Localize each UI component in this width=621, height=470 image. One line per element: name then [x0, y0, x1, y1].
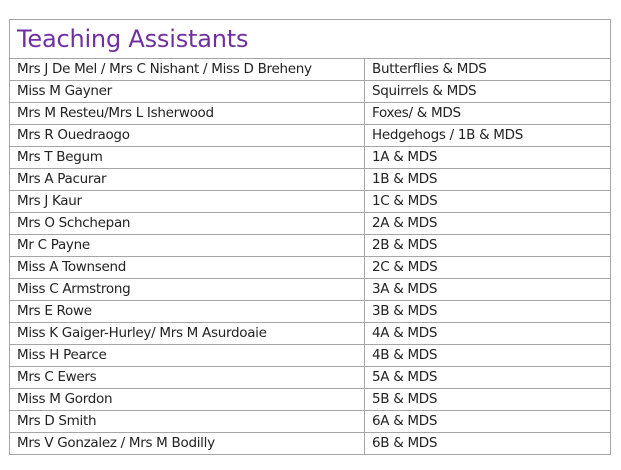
title-row: Teaching Assistants [9, 19, 611, 59]
table-row: Miss A Townsend 2C & MDS [9, 256, 611, 279]
table-row: Miss M Gordon 5B & MDS [9, 388, 611, 411]
table-row: Mrs M Resteu/Mrs L Isherwood Foxes/ & MDS [9, 102, 611, 125]
table-row: Mrs J Kaur 1C & MDS [9, 190, 611, 213]
table-row: Mrs O Schchepan 2A & MDS [9, 212, 611, 235]
class-cell: 2A & MDS [364, 212, 611, 235]
table-row: Mr C Payne 2B & MDS [9, 234, 611, 257]
table-row: Mrs T Begum 1A & MDS [9, 146, 611, 169]
table-row: Mrs E Rowe 3B & MDS [9, 300, 611, 323]
table-row: Mrs A Pacurar 1B & MDS [9, 168, 611, 191]
class-cell: Foxes/ & MDS [364, 102, 611, 125]
class-cell: 1C & MDS [364, 190, 611, 213]
assistant-name-cell: Mrs E Rowe [9, 300, 365, 323]
table-row: Miss K Gaiger-Hurley/ Mrs M Asurdoaie 4A … [9, 322, 611, 345]
assistant-name-cell: Mr C Payne [9, 234, 365, 257]
assistant-name-cell: Mrs T Begum [9, 146, 365, 169]
class-cell: 6B & MDS [364, 432, 611, 455]
class-cell: 5B & MDS [364, 388, 611, 411]
assistant-name-cell: Mrs J Kaur [9, 190, 365, 213]
table-row: Miss C Armstrong 3A & MDS [9, 278, 611, 301]
assistant-name-cell: Miss A Townsend [9, 256, 365, 279]
assistant-name-cell: Miss C Armstrong [9, 278, 365, 301]
class-cell: 1A & MDS [364, 146, 611, 169]
class-cell: Squirrels & MDS [364, 80, 611, 103]
table-row: Mrs V Gonzalez / Mrs M Bodilly 6B & MDS [9, 432, 611, 455]
assistant-name-cell: Miss H Pearce [9, 344, 365, 367]
class-cell: 4A & MDS [364, 322, 611, 345]
class-cell: 5A & MDS [364, 366, 611, 389]
class-cell: 6A & MDS [364, 410, 611, 433]
table-row: Mrs D Smith 6A & MDS [9, 410, 611, 433]
assistant-name-cell: Mrs V Gonzalez / Mrs M Bodilly [9, 432, 365, 455]
table-row: Mrs J De Mel / Mrs C Nishant / Miss D Br… [9, 58, 611, 81]
assistant-name-cell: Miss M Gordon [9, 388, 365, 411]
assistant-name-cell: Miss M Gayner [9, 80, 365, 103]
assistant-name-cell: Mrs M Resteu/Mrs L Isherwood [9, 102, 365, 125]
class-cell: 2B & MDS [364, 234, 611, 257]
assistant-name-cell: Mrs R Ouedraogo [9, 124, 365, 147]
teaching-assistants-table: Teaching Assistants Mrs J De Mel / Mrs C… [9, 19, 611, 455]
table-row: Miss M Gayner Squirrels & MDS [9, 80, 611, 103]
table-row: Mrs R Ouedraogo Hedgehogs / 1B & MDS [9, 124, 611, 147]
class-cell: Butterflies & MDS [364, 58, 611, 81]
assistant-name-cell: Mrs D Smith [9, 410, 365, 433]
assistant-name-cell: Mrs O Schchepan [9, 212, 365, 235]
class-cell: 3A & MDS [364, 278, 611, 301]
class-cell: Hedgehogs / 1B & MDS [364, 124, 611, 147]
assistant-name-cell: Mrs C Ewers [9, 366, 365, 389]
table-row: Miss H Pearce 4B & MDS [9, 344, 611, 367]
assistant-name-cell: Miss K Gaiger-Hurley/ Mrs M Asurdoaie [9, 322, 365, 345]
class-cell: 3B & MDS [364, 300, 611, 323]
class-cell: 1B & MDS [364, 168, 611, 191]
table-row: Mrs C Ewers 5A & MDS [9, 366, 611, 389]
class-cell: 4B & MDS [364, 344, 611, 367]
table-title: Teaching Assistants [9, 19, 611, 59]
assistant-name-cell: Mrs J De Mel / Mrs C Nishant / Miss D Br… [9, 58, 365, 81]
class-cell: 2C & MDS [364, 256, 611, 279]
assistant-name-cell: Mrs A Pacurar [9, 168, 365, 191]
